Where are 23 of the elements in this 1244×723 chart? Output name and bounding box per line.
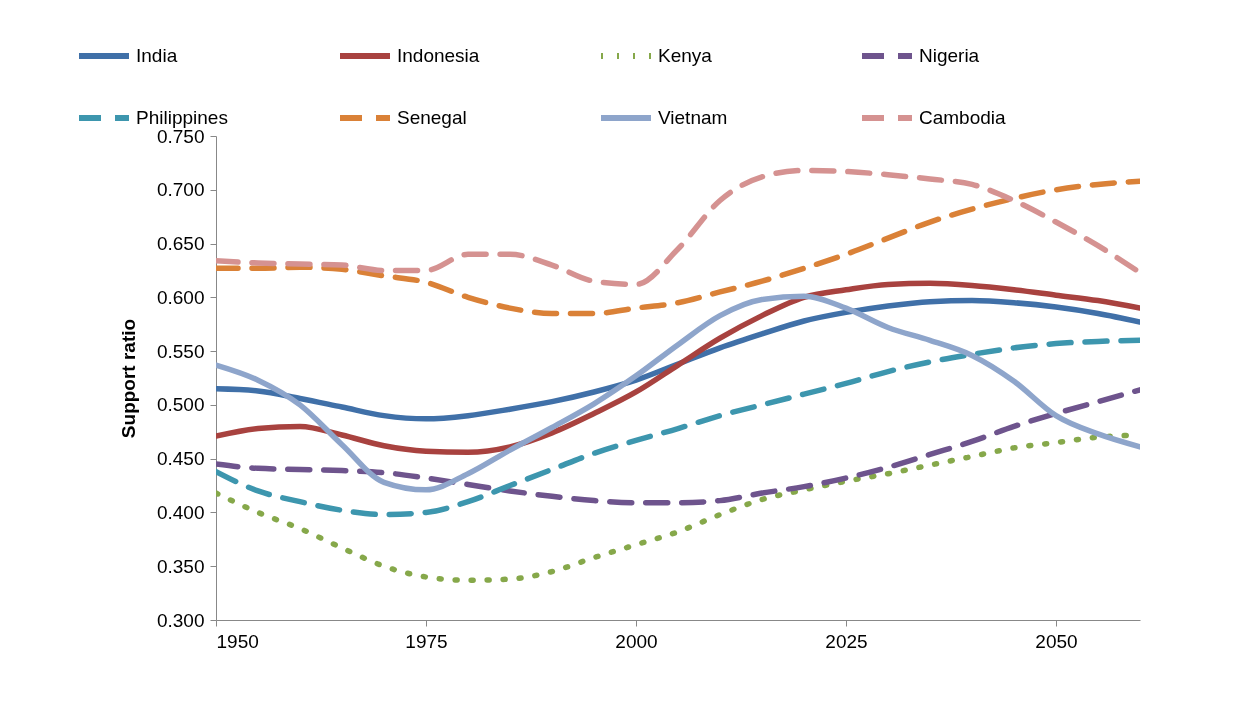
y-tick-label: 0.400 xyxy=(156,501,205,523)
y-tick-label: 0.450 xyxy=(156,448,205,470)
x-tick-label: 2050 xyxy=(1035,630,1078,652)
legend-label: Kenya xyxy=(658,45,713,66)
x-tick-label: 2025 xyxy=(825,630,868,652)
legend-label: Senegal xyxy=(397,107,467,128)
legend-label: Vietnam xyxy=(658,107,728,128)
y-tick-label: 0.500 xyxy=(156,394,205,416)
y-tick-label: 0.550 xyxy=(156,340,205,362)
legend-label: India xyxy=(136,45,178,66)
x-tick-label: 1975 xyxy=(405,630,448,652)
y-tick-label: 0.600 xyxy=(156,286,205,308)
legend-label: Nigeria xyxy=(919,45,980,66)
legend-label: Cambodia xyxy=(919,107,1007,128)
legend-label: Philippines xyxy=(136,107,228,128)
x-tick-label: 2000 xyxy=(615,630,658,652)
y-tick-label: 0.700 xyxy=(156,179,205,201)
y-axis-title: Support ratio xyxy=(117,318,139,439)
y-tick-label: 0.650 xyxy=(156,233,205,255)
legend-label: Indonesia xyxy=(397,45,480,66)
y-tick-label: 0.350 xyxy=(156,555,205,577)
x-tick-label: 1950 xyxy=(216,630,259,652)
y-tick-label: 0.300 xyxy=(156,609,205,631)
